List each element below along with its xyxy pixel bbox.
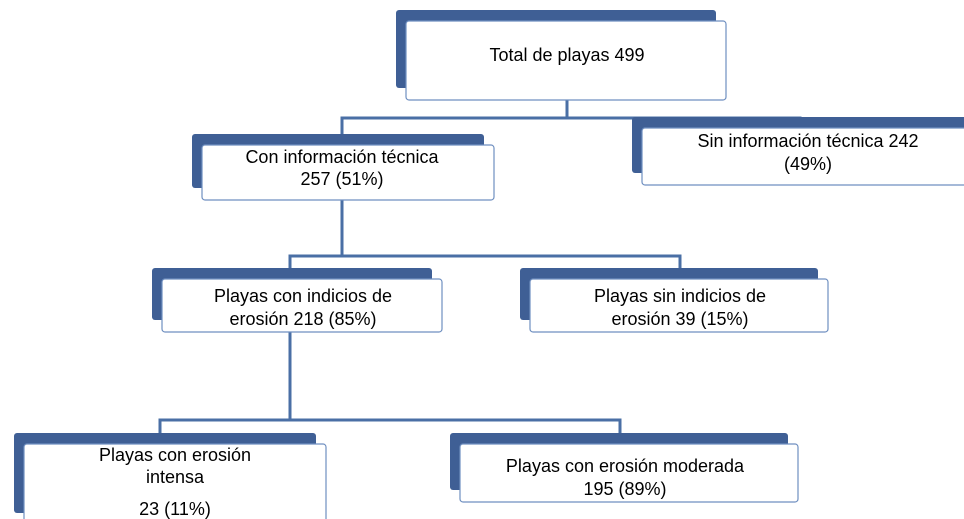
node-box — [529, 278, 829, 333]
node-label: Playas sin indicios de — [594, 286, 766, 306]
node-label: Con información técnica — [245, 147, 439, 167]
node-label: Playas con erosión — [99, 445, 251, 465]
node-label: Total de playas 499 — [489, 45, 644, 65]
node-label: Sin información técnica 242 — [697, 131, 918, 151]
node-box — [641, 127, 964, 186]
node: Playas con erosión moderada 195 (89%) — [450, 433, 799, 503]
node-box — [459, 443, 799, 503]
node-label: (49%) — [784, 154, 832, 174]
node-box — [161, 278, 443, 333]
connector — [158, 418, 622, 433]
node-label: erosión 218 (85%) — [229, 309, 376, 329]
node-box — [23, 443, 327, 519]
node-label: erosión 39 (15%) — [611, 309, 748, 329]
node-label: 257 (51%) — [300, 169, 383, 189]
node-label: 195 (89%) — [583, 479, 666, 499]
node-label: 23 (11%) — [139, 499, 211, 519]
nodes: Total de playas 499 Con información técni… — [14, 10, 964, 519]
node-label: Playas con erosión moderada — [506, 456, 745, 476]
node-label: intensa — [146, 467, 205, 487]
node-box — [405, 20, 727, 101]
connector — [288, 254, 682, 268]
node: Playas con indicios de erosión 218 (85%) — [152, 268, 443, 333]
node: Playas sin indicios de erosión 39 (15%) — [520, 268, 829, 333]
node: Sin información técnica 242 (49%) — [632, 117, 964, 186]
node: Total de playas 499 — [396, 10, 727, 101]
node-label: Playas con indicios de — [214, 286, 392, 306]
node-box — [201, 144, 495, 201]
